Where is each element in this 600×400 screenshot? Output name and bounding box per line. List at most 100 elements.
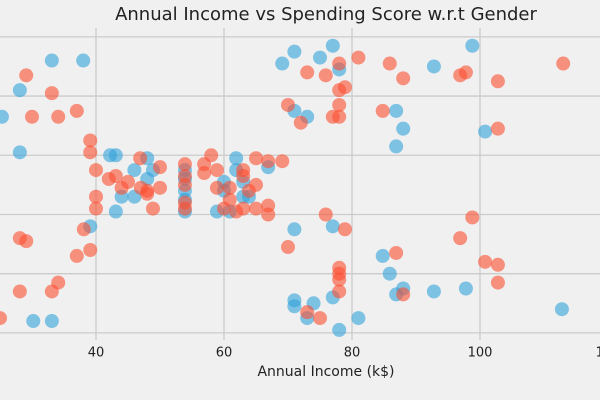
- point: [426, 284, 441, 299]
- point: [389, 245, 404, 260]
- point: [275, 56, 290, 71]
- x-tick-label: 60: [216, 346, 233, 361]
- point: [389, 139, 404, 154]
- point: [478, 254, 493, 269]
- point: [478, 124, 493, 139]
- point: [318, 207, 333, 222]
- point: [25, 109, 39, 124]
- chart-title: Annual Income vs Spending Score w.r.t Ge…: [115, 4, 537, 25]
- point: [177, 157, 192, 172]
- point: [337, 222, 352, 237]
- point: [281, 97, 295, 112]
- point: [318, 68, 333, 83]
- point: [332, 97, 347, 112]
- point: [453, 231, 468, 246]
- point: [121, 174, 135, 189]
- point: [83, 243, 98, 258]
- point: [177, 177, 192, 192]
- point: [44, 86, 59, 101]
- point: [281, 240, 295, 255]
- x-tick-label: 120: [596, 346, 600, 361]
- point: [197, 166, 212, 181]
- point: [490, 275, 505, 290]
- point: [458, 281, 473, 296]
- point: [51, 109, 66, 124]
- point: [0, 109, 9, 124]
- point: [249, 201, 263, 216]
- point: [490, 74, 505, 89]
- point: [332, 109, 347, 124]
- point: [89, 201, 103, 216]
- point: [222, 180, 237, 195]
- point: [44, 314, 59, 329]
- point: [287, 44, 302, 59]
- point: [12, 145, 27, 160]
- point: [153, 180, 167, 195]
- point: [236, 169, 251, 184]
- point: [375, 103, 390, 118]
- x-tick-label: 100: [468, 346, 493, 361]
- point: [382, 56, 397, 71]
- point: [396, 71, 411, 86]
- point: [89, 189, 103, 204]
- point: [261, 154, 276, 169]
- point: [133, 151, 148, 166]
- point: [313, 311, 327, 326]
- point: [465, 38, 480, 53]
- point: [26, 314, 41, 329]
- point: [177, 201, 192, 216]
- point: [153, 160, 167, 175]
- point: [351, 50, 366, 65]
- point: [89, 163, 103, 178]
- point: [382, 266, 397, 281]
- point: [76, 53, 91, 68]
- point: [249, 151, 263, 166]
- point: [19, 68, 34, 83]
- point: [325, 219, 340, 234]
- x-tick-label: 80: [344, 346, 361, 361]
- point: [275, 154, 290, 169]
- point: [458, 65, 473, 80]
- point: [426, 59, 441, 74]
- x-tick-label: 40: [88, 346, 105, 361]
- point: [12, 284, 27, 299]
- point: [556, 56, 571, 71]
- point: [375, 248, 390, 263]
- point: [51, 275, 66, 290]
- point: [490, 257, 505, 272]
- point: [83, 145, 98, 160]
- point: [209, 163, 224, 178]
- point: [236, 201, 251, 216]
- point: [69, 103, 84, 118]
- point: [127, 163, 142, 178]
- point: [69, 248, 84, 263]
- point: [332, 322, 347, 337]
- point: [209, 180, 224, 195]
- point: [83, 133, 98, 148]
- point: [396, 287, 411, 302]
- grid: [0, 28, 600, 340]
- point: [44, 53, 59, 68]
- point: [12, 83, 27, 98]
- point: [229, 151, 244, 166]
- points: [0, 38, 571, 337]
- point: [351, 311, 366, 326]
- point: [396, 121, 411, 136]
- point: [332, 272, 347, 287]
- point: [332, 284, 347, 299]
- point: [19, 234, 34, 249]
- point: [300, 65, 315, 80]
- point: [313, 50, 327, 65]
- point: [108, 148, 123, 163]
- point: [204, 148, 219, 163]
- point: [76, 222, 91, 237]
- point: [261, 207, 276, 222]
- point: [145, 201, 160, 216]
- point: [140, 186, 155, 201]
- point: [293, 115, 308, 130]
- point: [108, 169, 123, 184]
- point: [332, 56, 347, 71]
- point: [287, 299, 302, 314]
- point: [108, 204, 123, 219]
